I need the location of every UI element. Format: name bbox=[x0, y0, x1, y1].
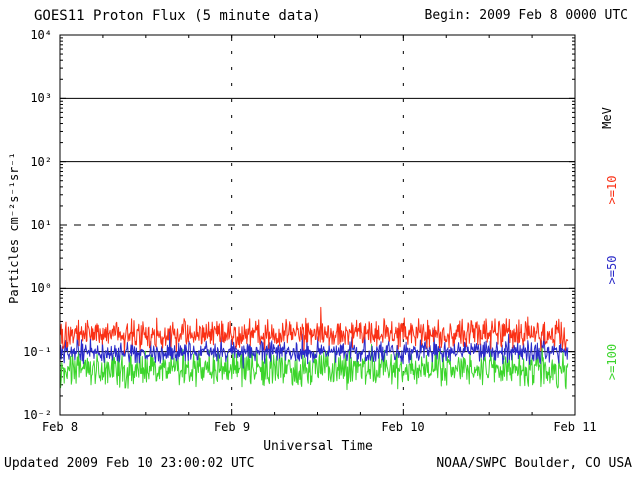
chart-title: GOES11 Proton Flux (5 minute data) bbox=[34, 8, 321, 24]
y-tick-1e-2: 10⁻² bbox=[23, 408, 52, 422]
y-tick-1e-1: 10⁻¹ bbox=[23, 345, 52, 359]
series-label-ge10: >=10 bbox=[605, 175, 619, 205]
x-tick-feb11: Feb 11 bbox=[553, 420, 597, 434]
y-tick-1e2: 10² bbox=[30, 155, 52, 169]
x-tick-feb9: Feb 9 bbox=[213, 420, 251, 434]
y-tick-1e3: 10³ bbox=[30, 91, 52, 105]
y-tick-1e0: 10⁰ bbox=[30, 281, 52, 295]
updated-timestamp: Updated 2009 Feb 10 23:00:02 UTC bbox=[4, 456, 255, 471]
x-tick-feb8: Feb 8 bbox=[41, 420, 79, 434]
series-label-ge100: >=100 bbox=[605, 343, 619, 381]
begin-time-label: Begin: 2009 Feb 8 0000 UTC bbox=[424, 8, 629, 23]
x-axis-title: Universal Time bbox=[263, 439, 373, 454]
series-label-ge50: >=50 bbox=[605, 255, 619, 285]
y-axis-title: Particles cm⁻²s⁻¹sr⁻¹ bbox=[7, 152, 21, 304]
x-tick-feb10: Feb 10 bbox=[381, 420, 425, 434]
source-credit: NOAA/SWPC Boulder, CO USA bbox=[436, 456, 632, 471]
y-tick-1e4: 10⁴ bbox=[30, 28, 52, 42]
right-axis-unit-label: MeV bbox=[600, 107, 614, 129]
y-tick-1e1: 10¹ bbox=[30, 218, 52, 232]
